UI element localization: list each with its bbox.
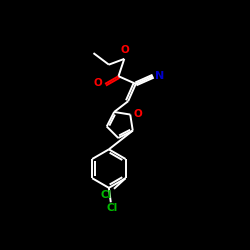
Text: Cl: Cl: [106, 203, 118, 213]
Text: N: N: [156, 71, 165, 81]
Text: O: O: [120, 46, 129, 56]
Text: O: O: [133, 108, 142, 118]
Text: O: O: [94, 78, 103, 88]
Text: Cl: Cl: [101, 190, 112, 200]
